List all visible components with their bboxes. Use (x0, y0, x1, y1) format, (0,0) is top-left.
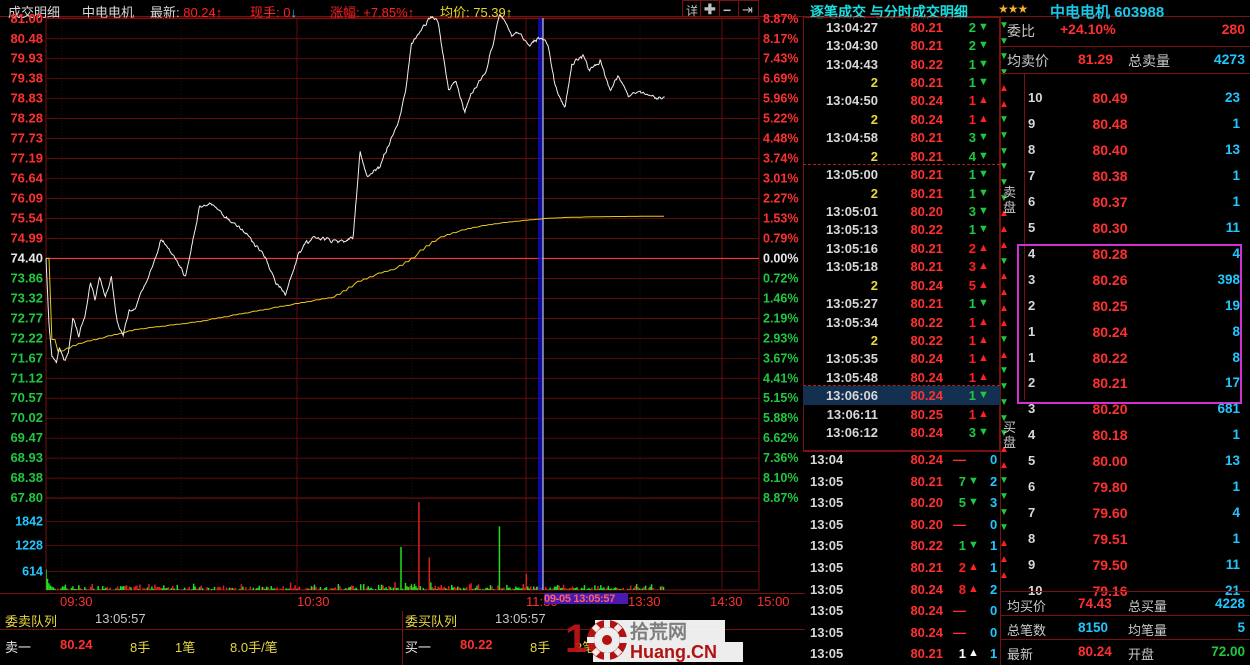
svg-text:68.93: 68.93 (10, 450, 43, 465)
svg-text:70.02: 70.02 (10, 410, 43, 425)
svg-text:79.38: 79.38 (10, 71, 43, 86)
svg-text:5.96%: 5.96% (763, 92, 798, 106)
svg-text:5.88%: 5.88% (763, 411, 798, 425)
svg-text:8.87%: 8.87% (763, 12, 798, 26)
svg-text:2.19%: 2.19% (763, 311, 798, 325)
svg-text:78.83: 78.83 (10, 91, 43, 106)
svg-text:6.62%: 6.62% (763, 431, 798, 445)
svg-text:1228: 1228 (15, 539, 43, 553)
svg-text:74.99: 74.99 (10, 230, 43, 245)
svg-text:0.72%: 0.72% (763, 271, 798, 285)
svg-text:3.74%: 3.74% (763, 152, 798, 166)
svg-text:73.86: 73.86 (10, 270, 43, 285)
svg-text:72.22: 72.22 (10, 330, 43, 345)
svg-text:79.93: 79.93 (10, 51, 43, 66)
svg-text:72.77: 72.77 (10, 310, 43, 325)
svg-text:0.79%: 0.79% (763, 231, 798, 245)
svg-text:8.87%: 8.87% (763, 491, 798, 505)
svg-text:76.64: 76.64 (10, 171, 43, 186)
svg-text:77.19: 77.19 (10, 151, 43, 166)
svg-text:614: 614 (22, 565, 43, 579)
svg-text:7.43%: 7.43% (763, 52, 798, 66)
svg-text:74.40: 74.40 (10, 250, 43, 265)
svg-text:3.67%: 3.67% (763, 351, 798, 365)
svg-text:4.41%: 4.41% (763, 371, 798, 385)
svg-text:3.01%: 3.01% (763, 172, 798, 186)
svg-text:4.48%: 4.48% (763, 132, 798, 146)
svg-text:71.12: 71.12 (10, 370, 43, 385)
svg-text:2.93%: 2.93% (763, 331, 798, 345)
svg-text:68.38: 68.38 (10, 470, 43, 485)
svg-text:67.80: 67.80 (10, 490, 43, 505)
svg-text:0.00%: 0.00% (763, 251, 798, 265)
svg-text:1842: 1842 (15, 515, 43, 529)
svg-text:78.28: 78.28 (10, 111, 43, 126)
svg-text:76.09: 76.09 (10, 191, 43, 206)
svg-text:5.22%: 5.22% (763, 112, 798, 126)
svg-text:81.00: 81.00 (10, 11, 43, 26)
svg-text:2.27%: 2.27% (763, 192, 798, 206)
svg-text:70.57: 70.57 (10, 390, 43, 405)
svg-text:8.17%: 8.17% (763, 32, 798, 46)
svg-text:77.73: 77.73 (10, 131, 43, 146)
svg-text:1.46%: 1.46% (763, 291, 798, 305)
svg-text:75.54: 75.54 (10, 211, 43, 226)
svg-text:1.53%: 1.53% (763, 212, 798, 226)
svg-text:73.32: 73.32 (10, 290, 43, 305)
svg-text:6.69%: 6.69% (763, 72, 798, 86)
svg-text:7.36%: 7.36% (763, 451, 798, 465)
svg-text:71.67: 71.67 (10, 350, 43, 365)
svg-text:8.10%: 8.10% (763, 471, 798, 485)
svg-text:80.48: 80.48 (10, 31, 43, 46)
svg-text:69.47: 69.47 (10, 430, 43, 445)
svg-text:5.15%: 5.15% (763, 391, 798, 405)
